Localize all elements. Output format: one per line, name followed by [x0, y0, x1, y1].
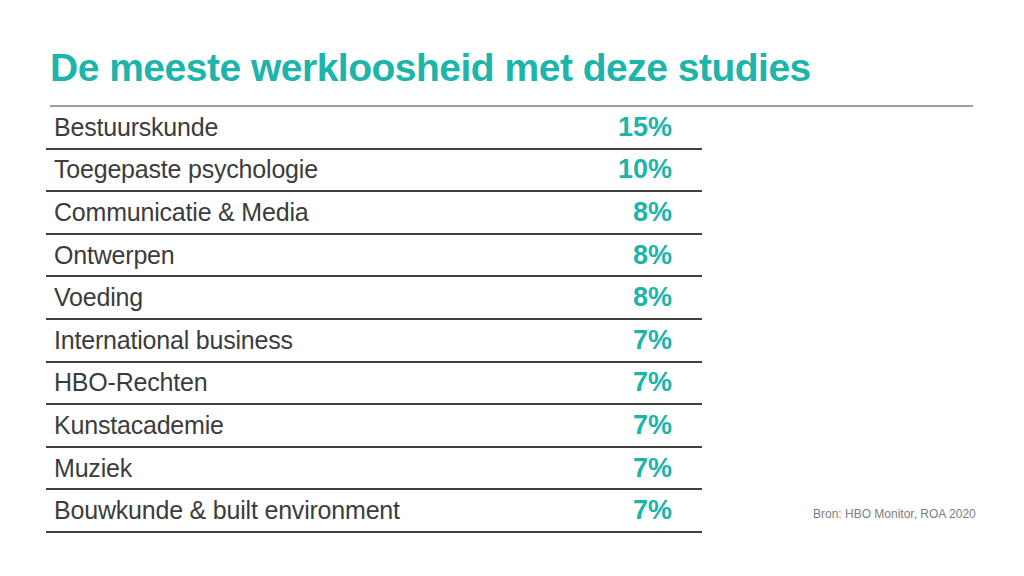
table-row: Kunstacademie 7% — [46, 405, 702, 448]
table-row: Toegepaste psychologie 10% — [46, 150, 702, 193]
percentage-value: 7% — [633, 453, 672, 484]
unemployment-table: Bestuurskunde 15% Toegepaste psychologie… — [46, 107, 702, 533]
page-title: De meeste werkloosheid met deze studies — [50, 47, 811, 90]
study-label: Muziek — [54, 454, 132, 483]
study-label: Bestuurskunde — [54, 113, 218, 142]
table-row: Ontwerpen 8% — [46, 235, 702, 278]
percentage-value: 7% — [633, 495, 672, 526]
table-row: Bouwkunde & built environment 7% — [46, 490, 702, 533]
study-label: Communicatie & Media — [54, 198, 308, 227]
percentage-value: 7% — [633, 325, 672, 356]
infographic-slide: De meeste werkloosheid met deze studies … — [0, 0, 1024, 576]
study-label: Kunstacademie — [54, 411, 224, 440]
study-label: HBO-Rechten — [54, 368, 207, 397]
study-label: Toegepaste psychologie — [54, 155, 318, 184]
table-row: HBO-Rechten 7% — [46, 363, 702, 406]
study-label: International business — [54, 326, 293, 355]
study-label: Voeding — [54, 283, 143, 312]
study-label: Ontwerpen — [54, 241, 175, 270]
table-row: Muziek 7% — [46, 448, 702, 491]
study-label: Bouwkunde & built environment — [54, 496, 400, 525]
percentage-value: 8% — [633, 197, 672, 228]
percentage-value: 7% — [633, 367, 672, 398]
table-row: Communicatie & Media 8% — [46, 192, 702, 235]
percentage-value: 8% — [633, 240, 672, 271]
percentage-value: 7% — [633, 410, 672, 441]
percentage-value: 15% — [618, 112, 672, 143]
percentage-value: 8% — [633, 282, 672, 313]
percentage-value: 10% — [618, 154, 672, 185]
table-row: International business 7% — [46, 320, 702, 363]
table-row: Bestuurskunde 15% — [46, 107, 702, 150]
source-attribution: Bron: HBO Monitor, ROA 2020 — [813, 507, 976, 521]
table-row: Voeding 8% — [46, 277, 702, 320]
